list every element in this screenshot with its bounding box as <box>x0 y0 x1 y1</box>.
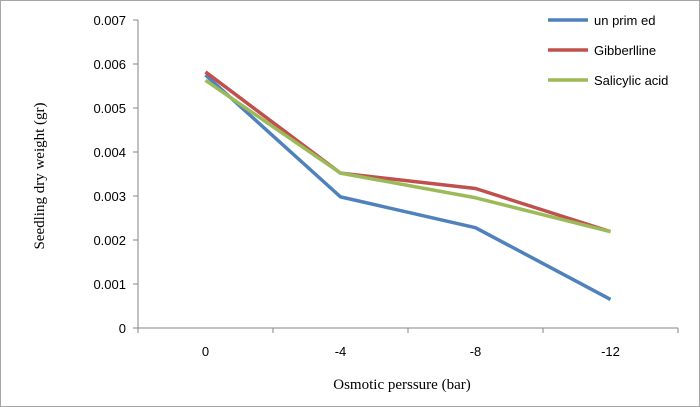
x-tick-label: -12 <box>601 344 620 359</box>
x-axis-title: Osmotic perssure (bar) <box>333 377 470 393</box>
legend-label: un prim ed <box>594 13 655 28</box>
y-ticks: 0 0.001 0.002 0.003 0.004 0.005 0.006 0.007 <box>93 13 138 336</box>
y-tick-label: 0.002 <box>93 233 126 248</box>
series-line-1 <box>204 70 612 234</box>
x-tick-label: -4 <box>335 344 347 359</box>
legend-label: Salicylic acid <box>594 73 668 88</box>
series-line-2 <box>204 78 611 234</box>
x-ticks: 0 -4 -8 -12 <box>137 328 679 359</box>
y-tick-label: 0 <box>119 321 126 336</box>
series-line-0 <box>204 73 612 301</box>
x-tick-label: -8 <box>470 344 482 359</box>
y-tick-label: 0.006 <box>93 57 126 72</box>
y-tick-label: 0.005 <box>93 101 126 116</box>
legend: un prim ed Gibberlline Salicylic acid <box>548 13 668 88</box>
axes <box>137 20 678 329</box>
legend-label: Gibberlline <box>594 43 656 58</box>
y-tick-label: 0.004 <box>93 145 126 160</box>
series-lines <box>204 70 612 301</box>
x-tick-label: 0 <box>202 344 209 359</box>
y-tick-label: 0.007 <box>93 13 126 28</box>
y-tick-label: 0.001 <box>93 277 126 292</box>
y-tick-label: 0.003 <box>93 189 126 204</box>
y-axis-title: Seedling dry weight (gr) <box>32 102 48 249</box>
